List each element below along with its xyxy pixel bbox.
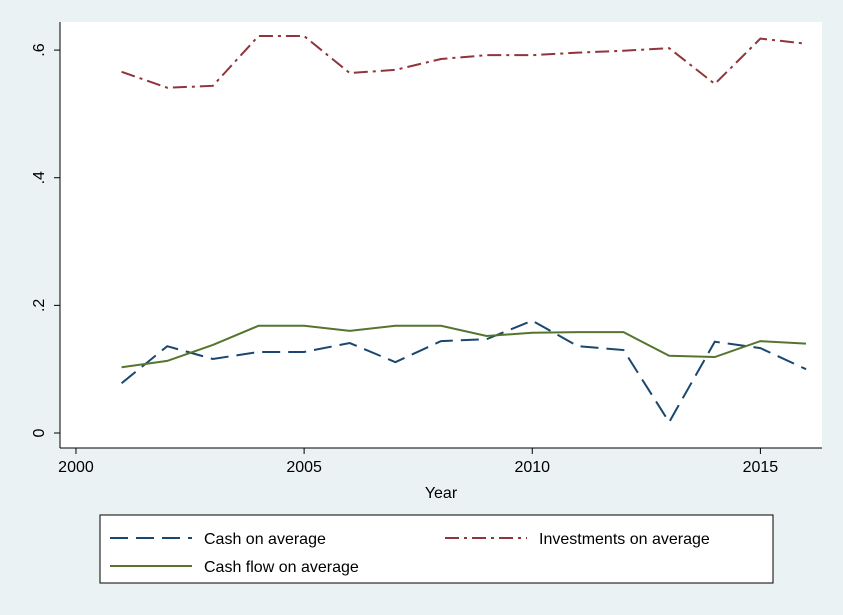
legend-label: Investments on average xyxy=(539,531,710,548)
data-line xyxy=(121,324,807,369)
x-tick-label: 2010 xyxy=(514,459,550,476)
plot-area xyxy=(60,22,822,448)
x-axis-label: Year xyxy=(425,485,458,502)
x-tick-label: 2005 xyxy=(286,459,322,476)
x-tick-label: 2015 xyxy=(743,459,779,476)
y-tick-label: .2 xyxy=(31,299,48,312)
legend-label: Cash on average xyxy=(204,531,326,548)
y-tick-label: .4 xyxy=(31,171,48,184)
data-line xyxy=(121,35,807,89)
data-line xyxy=(120,319,807,425)
y-tick-label: .6 xyxy=(31,43,48,56)
x-tick-label: 2000 xyxy=(58,459,94,476)
y-tick-label: 0 xyxy=(31,428,48,437)
legend-label: Cash flow on average xyxy=(204,559,359,576)
legend xyxy=(99,514,774,584)
